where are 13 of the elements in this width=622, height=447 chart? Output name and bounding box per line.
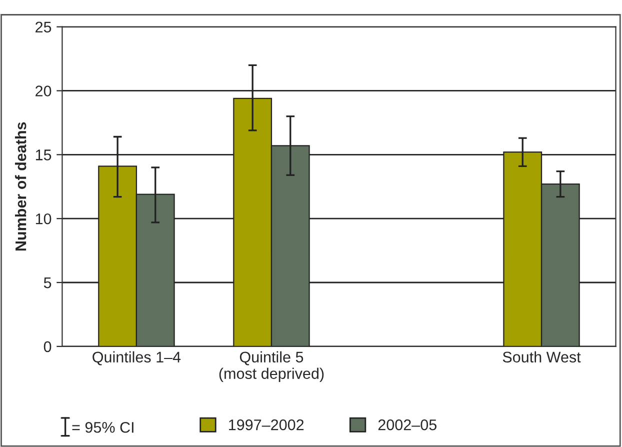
legend-label: 1997–2002 [229,419,304,430]
text: = 95% CI [72,422,134,433]
x-tick-label: Quintile 5 (most deprived) [219,351,324,382]
y-tick-label: 10 [36,213,52,224]
y-tick-label: 5 [44,278,52,288]
x-tick-label: South West [502,351,581,363]
y-tick-label: 20 [36,86,52,96]
y-tick-label: 0 [44,341,52,352]
y-tick-label: 15 [36,150,52,160]
x-tick-label: Quintiles 1–4 [92,351,181,366]
y-axis-title: Number of deaths [14,122,26,251]
legend-label: 2002–05 [378,419,436,430]
y-tick-label: 25 [36,22,52,33]
